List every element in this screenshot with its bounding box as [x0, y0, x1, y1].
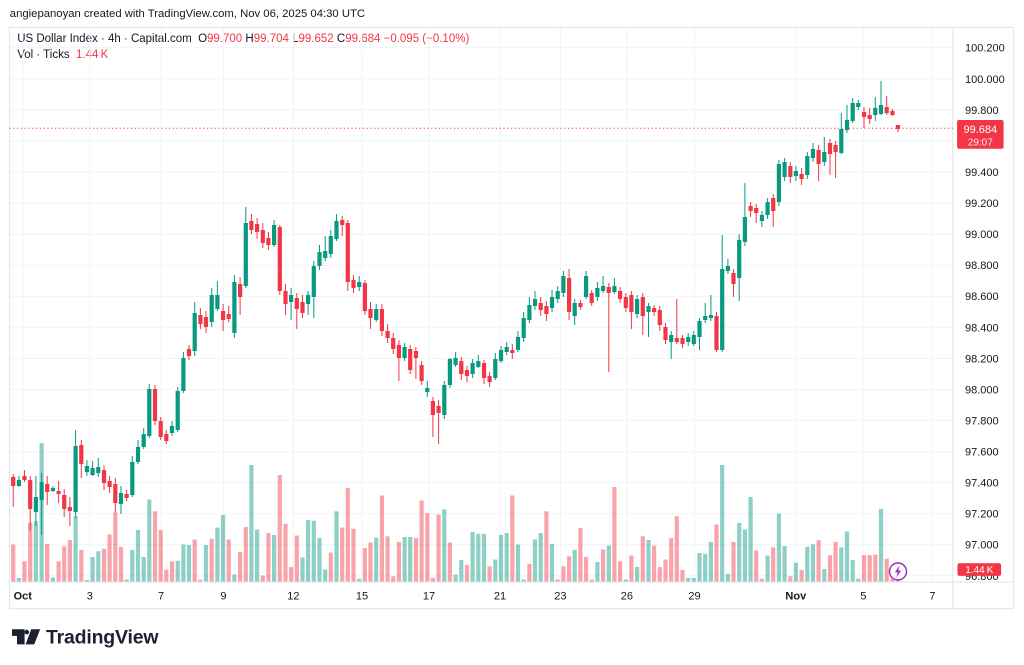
svg-text:98.200: 98.200 [965, 353, 999, 365]
svg-text:99.000: 99.000 [965, 229, 999, 241]
svg-text:99.400: 99.400 [965, 167, 999, 179]
svg-text:98.000: 98.000 [965, 384, 999, 396]
svg-text:100.000: 100.000 [965, 74, 1005, 86]
svg-text:97.200: 97.200 [965, 509, 999, 521]
svg-text:12: 12 [287, 590, 299, 602]
svg-text:99.800: 99.800 [965, 105, 999, 117]
svg-text:17: 17 [423, 590, 435, 602]
svg-text:98.800: 98.800 [965, 260, 999, 272]
svg-text:7: 7 [929, 590, 935, 602]
svg-text:100.200: 100.200 [965, 43, 1005, 55]
svg-text:TradingView: TradingView [46, 626, 159, 648]
svg-text:97.600: 97.600 [965, 447, 999, 459]
svg-text:15: 15 [356, 590, 368, 602]
svg-text:98.600: 98.600 [965, 291, 999, 303]
svg-text:23: 23 [554, 590, 566, 602]
svg-text:Oct: Oct [14, 590, 33, 602]
svg-text:3: 3 [87, 590, 93, 602]
svg-text:29:07: 29:07 [968, 137, 993, 148]
svg-text:Nov: Nov [785, 590, 807, 602]
svg-text:21: 21 [494, 590, 506, 602]
svg-text:99.684: 99.684 [963, 124, 997, 136]
svg-text:98.400: 98.400 [965, 322, 999, 334]
svg-text:7: 7 [158, 590, 164, 602]
svg-text:1.44 K: 1.44 K [965, 565, 993, 576]
svg-text:97.400: 97.400 [965, 478, 999, 490]
svg-text:5: 5 [860, 590, 866, 602]
svg-text:26: 26 [621, 590, 633, 602]
svg-text:97.000: 97.000 [965, 540, 999, 552]
svg-text:99.200: 99.200 [965, 198, 999, 210]
svg-text:9: 9 [220, 590, 226, 602]
svg-text:97.800: 97.800 [965, 416, 999, 428]
svg-text:29: 29 [688, 590, 700, 602]
